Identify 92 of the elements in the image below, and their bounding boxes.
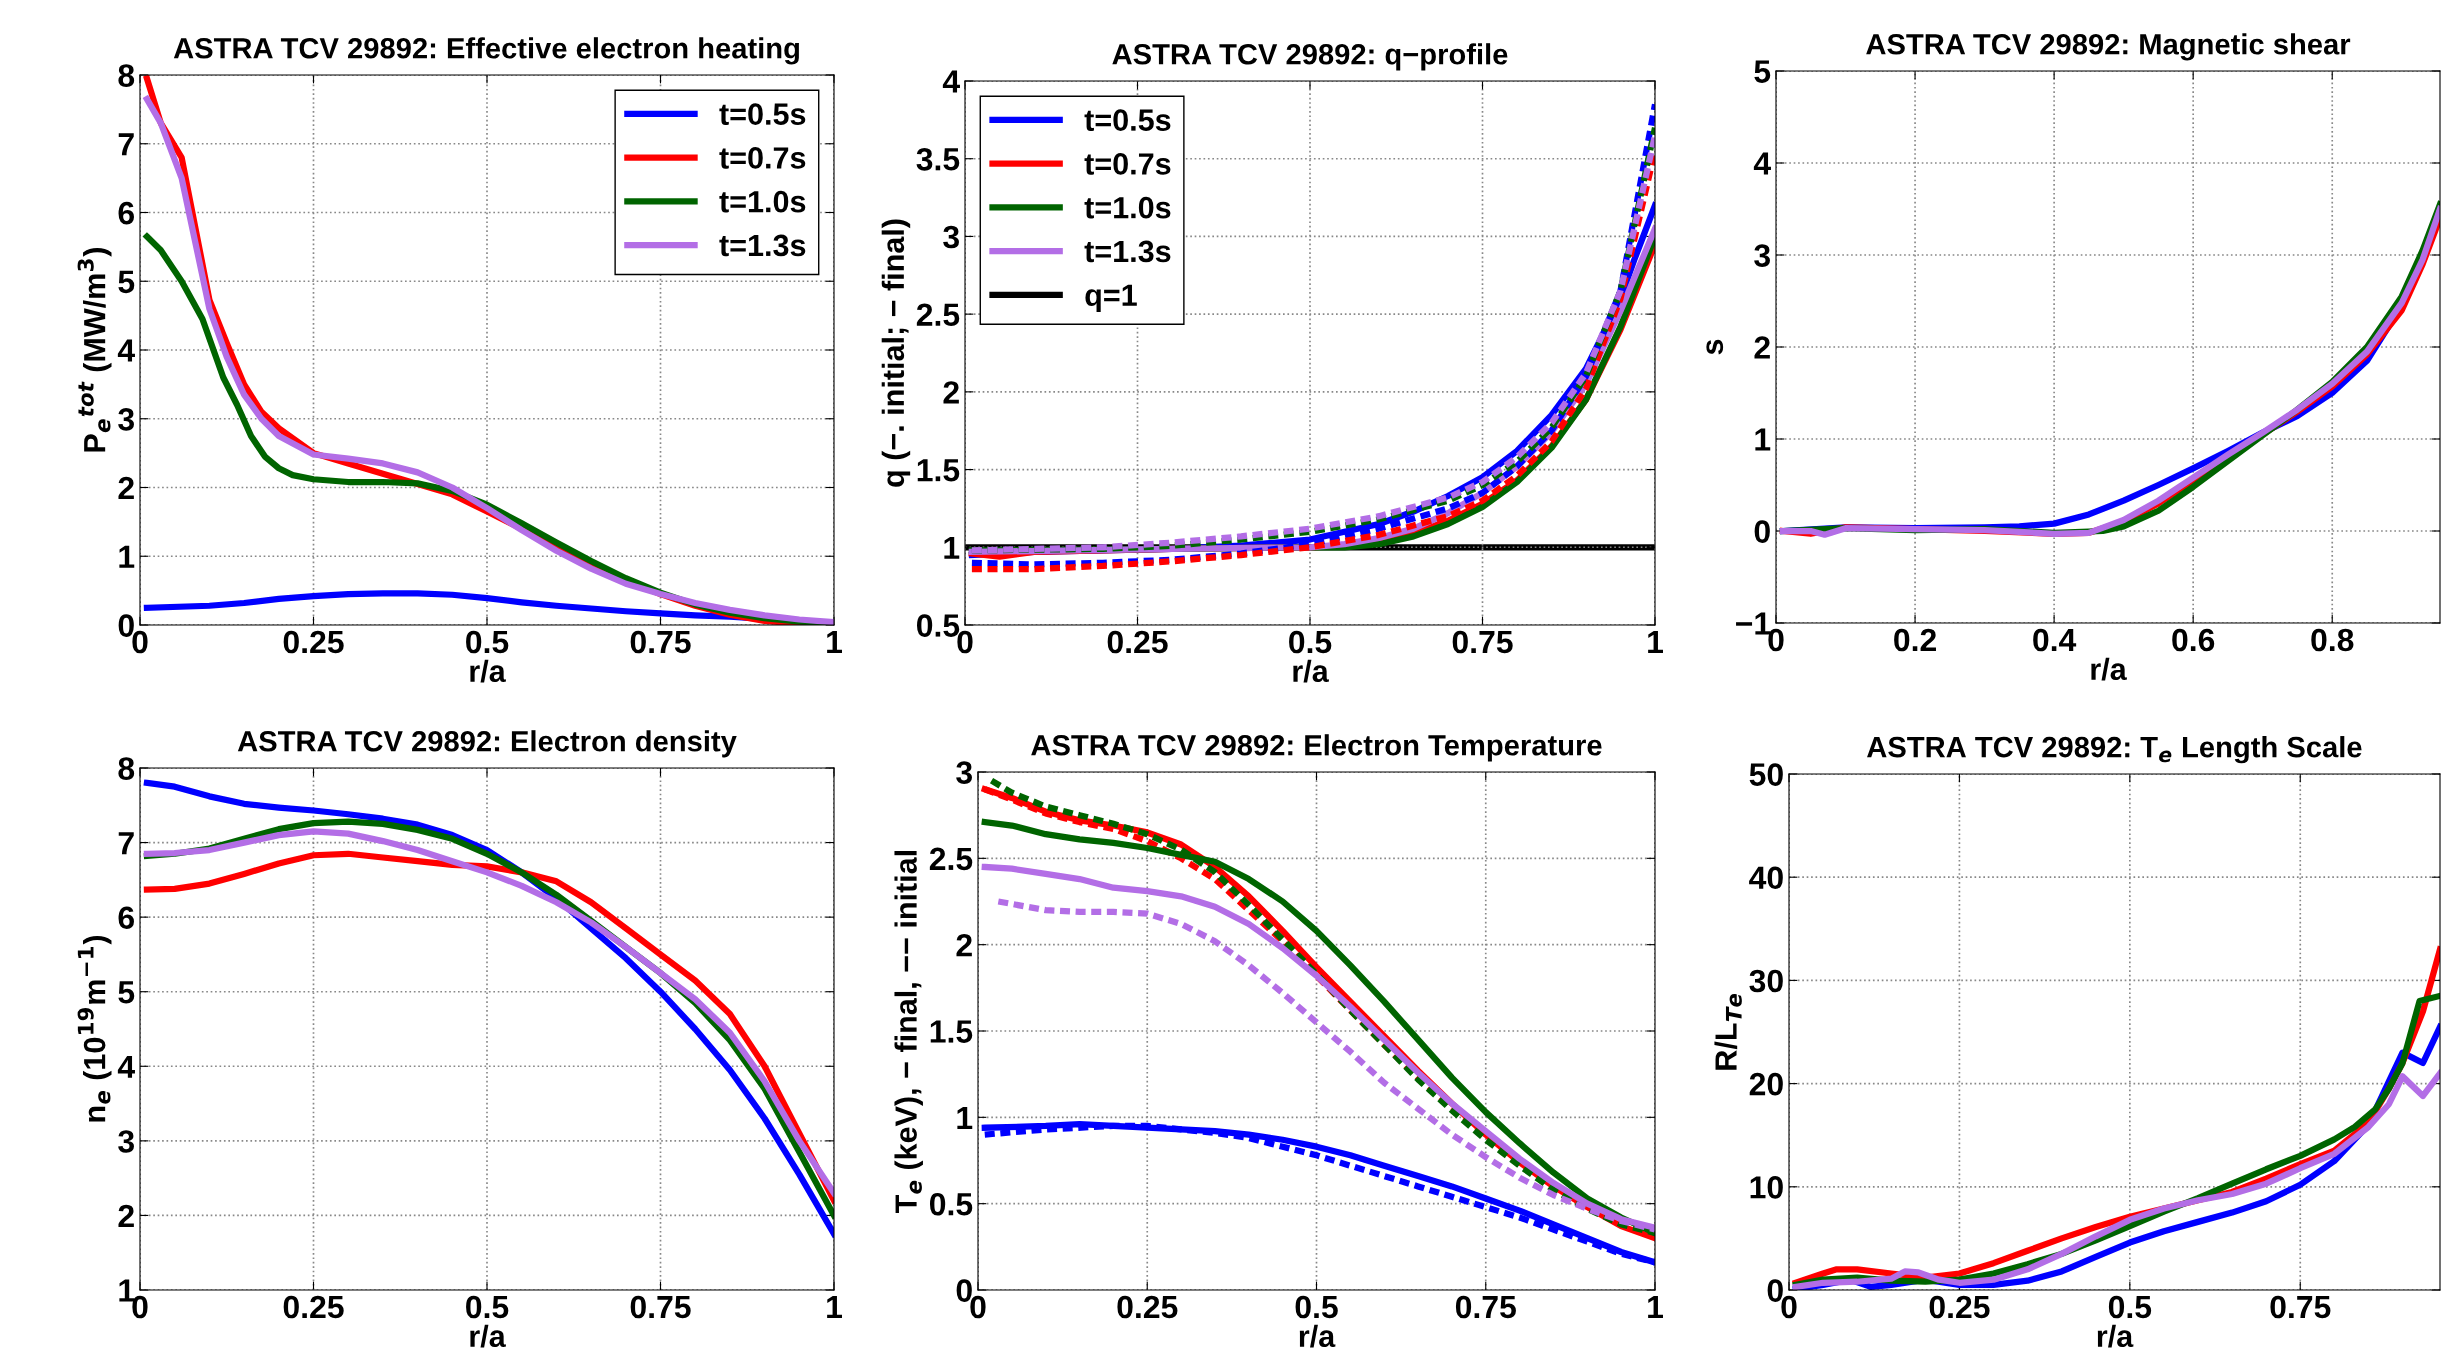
y-axis-title: R/L$_{Te}$ — [1714, 993, 1742, 1070]
x-tick-label: 0.75 — [2270, 1295, 2331, 1319]
x-axis-title: r/a — [2091, 657, 2127, 681]
y-axis-title: s — [1706, 339, 1724, 355]
x-tick-label: 0.8 — [2311, 628, 2354, 652]
y-tick-label: 1.5 — [930, 1020, 973, 1043]
chart-title: ASTRA TCV 29892: Electron density — [237, 730, 737, 758]
legend-label: t=1.0s — [1084, 196, 1171, 219]
x-tick-label: 0.5 — [2108, 1295, 2152, 1319]
y-tick-label: 1 — [944, 536, 960, 559]
legend-label: t=0.5s — [1084, 109, 1171, 131]
y-tick-label: 3 — [118, 408, 134, 431]
y-tick-label: 4 — [117, 1055, 135, 1078]
legend-label: t=0.7s — [1084, 153, 1171, 175]
y-tick-label: 10 — [1750, 1176, 1783, 1199]
y-tick-label: 2 — [1754, 336, 1770, 359]
chart-title: ASTRA TCV 29892: Effective electron heating — [173, 37, 799, 65]
y-tick-label: 2.5 — [916, 303, 960, 327]
x-tick-label: 0.25 — [1107, 630, 1168, 654]
chart-title: ASTRA TCV 29892: Magnetic shear — [1866, 33, 2351, 61]
y-tick-label: 1 — [119, 545, 135, 568]
y-tick-label: 6 — [118, 906, 134, 930]
x-tick-label: 0.75 — [1452, 630, 1513, 654]
x-axis-title: r/a — [1299, 1324, 1336, 1348]
x-tick-label: 0.5 — [466, 1295, 509, 1319]
x-tick-label: 0.75 — [630, 630, 691, 654]
y-tick-label: 4 — [1753, 152, 1771, 175]
legend-label: t=0.5s — [719, 103, 806, 125]
y-tick-label: 0.5 — [930, 1192, 973, 1216]
y-axis-title: q (−. initial; − final) — [881, 219, 911, 487]
x-tick-label: 0.25 — [283, 1295, 344, 1319]
chart-title: ASTRA TCV 29892: T$_{e}$ Length Scale — [1867, 736, 2362, 764]
y-tick-label: 3 — [118, 1130, 134, 1153]
y-tick-label: 3 — [1754, 244, 1770, 267]
y-tick-label: 2 — [956, 933, 972, 957]
x-axis-title: r/a — [1293, 659, 1329, 683]
y-axis-title: n$_{e}$ (10$^{19}$m$^{−1}$) — [77, 935, 112, 1122]
x-tick-label: 0.5 — [1289, 630, 1332, 654]
y-tick-label: 50 — [1749, 763, 1783, 786]
x-tick-label: 0.5 — [466, 630, 509, 654]
y-tick-label: 1 — [957, 1106, 973, 1129]
y-tick-label: 30 — [1749, 969, 1783, 993]
x-tick-label: 1 — [827, 631, 842, 654]
y-tick-label: 6 — [118, 201, 134, 225]
x-tick-label: 1 — [1648, 1296, 1663, 1319]
y-tick-label: 2 — [118, 1204, 134, 1227]
x-tick-label: 0.25 — [283, 630, 344, 654]
chart-title: ASTRA TCV 29892: Electron Temperature — [1031, 734, 1602, 762]
y-tick-label: 2 — [118, 476, 134, 500]
y-tick-label: 0 — [1767, 1279, 1783, 1302]
y-tick-label: 1.5 — [917, 459, 960, 482]
legend-label: t=1.3s — [719, 234, 806, 257]
chart-title: ASTRA TCV 29892: q−profile — [1112, 43, 1508, 71]
y-tick-label: 2.5 — [929, 847, 973, 871]
x-tick-label: 1 — [1648, 631, 1663, 654]
y-tick-label: 7 — [118, 832, 134, 855]
y-tick-label: 8 — [118, 757, 135, 780]
x-tick-label: 0.75 — [630, 1295, 691, 1319]
y-tick-label: 0 — [956, 1279, 972, 1302]
y-axis-title: T$_{e}$ (keV), − final, −− initial — [894, 851, 923, 1214]
legend-label: q=1 — [1085, 284, 1137, 313]
x-axis-title: r/a — [2097, 1324, 2134, 1348]
x-tick-label: 1 — [827, 1296, 842, 1319]
x-tick-label: 0.25 — [1117, 1295, 1178, 1319]
x-tick-label: 0.4 — [2033, 628, 2077, 652]
y-tick-label: 4 — [117, 339, 135, 362]
x-tick-label: 0.75 — [1455, 1295, 1516, 1319]
x-tick-label: 0.2 — [1894, 628, 1936, 652]
y-tick-label: 3 — [943, 225, 959, 249]
y-tick-label: 20 — [1749, 1072, 1783, 1096]
y-tick-label: 0 — [118, 614, 134, 637]
legend-label: t=1.3s — [1084, 240, 1171, 263]
y-tick-label: 3.5 — [916, 147, 960, 171]
legend-label: t=0.7s — [719, 147, 806, 169]
x-tick-label: 0.6 — [2172, 628, 2215, 652]
y-tick-label: 1 — [1755, 428, 1771, 451]
y-tick-label: 5 — [118, 981, 135, 1004]
x-axis-title: r/a — [470, 1324, 506, 1348]
y-tick-label: 5 — [1754, 60, 1771, 83]
y-tick-label: 2 — [943, 381, 959, 404]
y-tick-label: 7 — [118, 133, 134, 156]
y-tick-label: 5 — [118, 270, 135, 294]
x-tick-label: 0.5 — [1295, 1295, 1338, 1319]
x-axis-title: r/a — [470, 659, 506, 683]
x-tick-label: 0.25 — [1929, 1295, 1990, 1319]
legend-label: t=1.0s — [719, 190, 806, 213]
y-tick-label: 8 — [118, 64, 135, 87]
y-tick-label: 0 — [1754, 520, 1770, 543]
y-tick-label: 3 — [956, 761, 972, 784]
y-tick-label: 4 — [942, 70, 960, 93]
y-axis-title: P$_{e}$$^{tot}$ (MW/m$^{3}$) — [77, 248, 112, 452]
y-tick-label: 40 — [1749, 866, 1783, 890]
